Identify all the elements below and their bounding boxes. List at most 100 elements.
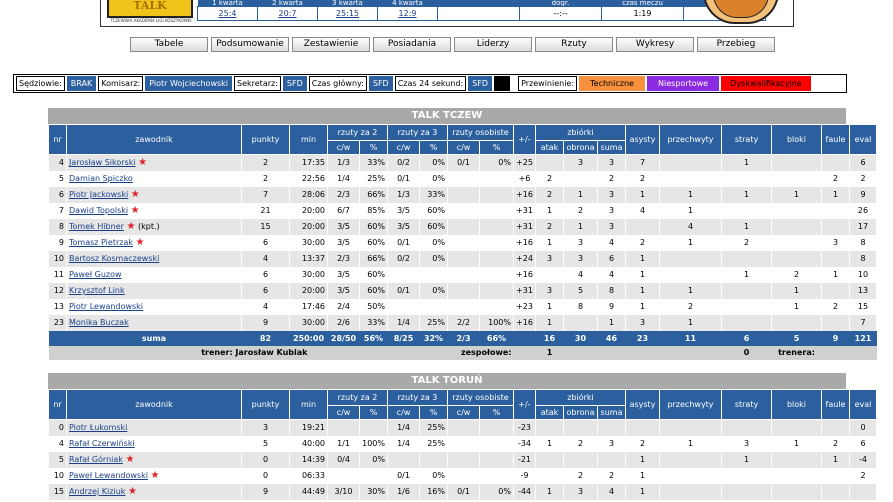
fg3-pct — [419, 298, 448, 315]
ft-made — [447, 186, 480, 203]
tab-zestawienie[interactable]: Zestawienie — [292, 37, 370, 52]
fg3-made — [387, 298, 420, 315]
col-rebounds: zbiórki — [535, 124, 626, 141]
table-row: 5 Damian Spiczko 2 22:56 1/4 25% 0/1 0% +6 2 2… — [48, 170, 877, 187]
table-row: 11 Paweł Guzow 6 30:00 3/5 60% +16 4 4 1 1 2 1 10 — [48, 266, 877, 283]
player-link[interactable]: Tomasz Pietrzak — [69, 238, 133, 247]
player-link[interactable]: Tomek Hibner — [69, 222, 124, 231]
player-link[interactable]: Bartosz Kosmaczewski — [69, 254, 160, 263]
points: 4 — [241, 298, 290, 315]
q4-score[interactable]: 12:9 — [377, 6, 438, 21]
player-number: 15 — [48, 483, 67, 500]
player-link[interactable]: Damian Spiczko — [69, 174, 133, 183]
fouls: 1 — [821, 451, 850, 468]
plus-minus: +31 — [513, 202, 536, 219]
fouls: 1 — [821, 186, 850, 203]
fouls: 3 — [821, 234, 850, 251]
sum-p3: 32% — [419, 330, 448, 346]
tab-rzuty[interactable]: Rzuty — [535, 37, 613, 52]
points: 2 — [241, 154, 290, 171]
steals — [659, 483, 722, 500]
table-row: 10 Paweł Lewandowski ★ 0 06:33 0/1 0% -9 2 2… — [48, 467, 877, 484]
blocks — [771, 202, 822, 219]
assists: 1 — [625, 467, 660, 484]
ft-made — [447, 202, 480, 219]
league-logo — [699, 0, 787, 26]
fg2-made: 3/10 — [327, 483, 360, 500]
def-reb: 8 — [563, 298, 598, 315]
table-row: 6 Piotr Jackowski ★ 7 28:06 2/3 66% 1/3 33% … — [48, 186, 877, 203]
col-ft: rzuty osobiste — [447, 124, 514, 141]
tab-przebieg[interactable]: Przebieg — [697, 37, 775, 52]
player-number: 6 — [48, 186, 67, 203]
player-link[interactable]: Krzysztof Link — [69, 286, 125, 295]
tab-tabele[interactable]: Tabele — [130, 37, 208, 52]
player-link[interactable]: Piotr Jackowski — [69, 190, 129, 199]
judges-value: BRAK — [66, 76, 97, 91]
q3-score[interactable]: 25:15 — [317, 6, 378, 21]
fg3-made: 0/1 — [387, 170, 420, 187]
player-link[interactable]: Monika Buczak — [69, 318, 129, 327]
tab-posiadania[interactable]: Posiadania — [373, 37, 451, 52]
player-stats: nr zawodnik punkty min rzuty za 2 rzuty za 3… — [48, 389, 877, 500]
ot-value: --:-- — [519, 6, 602, 21]
secretary-label: Sekretarz: — [234, 76, 281, 91]
tot-reb: 9 — [597, 298, 626, 315]
col-player: zawodnik — [66, 124, 242, 155]
tab-podsumowanie[interactable]: Podsumowanie — [211, 37, 289, 52]
fg3-pct: 60% — [419, 202, 448, 219]
fg3-made: 0/1 — [387, 234, 420, 251]
player-link[interactable]: Jarosław Sikorski — [69, 158, 136, 168]
col-fg3: rzuty za 3 — [387, 389, 448, 406]
blank-value — [437, 6, 520, 21]
disqualifying-foul-legend: Dyskwalifikacyjne — [721, 76, 812, 91]
off-reb: 3 — [535, 250, 564, 267]
blocks — [771, 218, 822, 235]
player-link[interactable]: Paweł Guzow — [69, 270, 122, 279]
col-fg2-cw: c/w — [327, 140, 360, 155]
def-reb: 5 — [563, 282, 598, 299]
tot-reb: 3 — [597, 186, 626, 203]
def-reb: 2 — [563, 202, 598, 219]
player-link[interactable]: Dawid Topolski — [69, 206, 129, 215]
tot-reb: 2 — [597, 170, 626, 187]
q3-label: 3 kwarta — [317, 0, 378, 7]
talk-tczew-logo: TALK TCZEWSKA AKADEMIA LIGI KOSZYKÓWKI — [107, 0, 195, 26]
player-link[interactable]: Rafał Czerwiński — [69, 439, 135, 448]
tab-wykresy[interactable]: Wykresy — [616, 37, 694, 52]
steals — [659, 250, 722, 267]
turnovers: 3 — [721, 435, 772, 452]
player-link[interactable]: Andrzej Kiziuk — [69, 487, 126, 496]
player-name-cell: Damian Spiczko — [66, 170, 242, 187]
q2-score[interactable]: 20:7 — [257, 6, 318, 21]
fg2-pct: 66% — [359, 250, 388, 267]
team-name: TALK TCZEW — [48, 108, 846, 124]
col-nr: nr — [48, 124, 67, 155]
assists: 1 — [625, 282, 660, 299]
logo-text: TALK — [107, 0, 193, 18]
minutes: 20:00 — [289, 218, 328, 235]
player-link[interactable]: Paweł Lewandowski — [69, 471, 148, 480]
fouls — [821, 419, 850, 436]
judges-label: Sędziowie: — [16, 76, 65, 91]
ft-made — [447, 467, 480, 484]
points: 0 — [241, 451, 290, 468]
minutes: 40:00 — [289, 435, 328, 452]
player-name-cell: Rafał Górniak ★ — [66, 451, 242, 468]
player-link[interactable]: Piotr Lewandowski — [69, 302, 144, 311]
tot-reb: 1 — [597, 314, 626, 331]
off-reb — [535, 451, 564, 468]
steals: 1 — [659, 282, 722, 299]
fg3-pct — [419, 266, 448, 283]
player-name-cell: Krzysztof Link — [66, 282, 242, 299]
minutes: 17:46 — [289, 298, 328, 315]
fouls: 2 — [821, 298, 850, 315]
game-time-label: czas meczu — [601, 0, 684, 7]
q1-score[interactable]: 25:4 — [197, 6, 258, 21]
player-link[interactable]: Piotr Łukomski — [69, 423, 128, 433]
technical-foul-legend: Techniczne — [579, 76, 646, 91]
player-link[interactable]: Rafał Górniak — [69, 455, 123, 464]
tab-liderzy[interactable]: Liderzy — [454, 37, 532, 52]
col-ft-pct: % — [479, 405, 514, 420]
commissioner-label: Komisarz: — [98, 76, 144, 91]
